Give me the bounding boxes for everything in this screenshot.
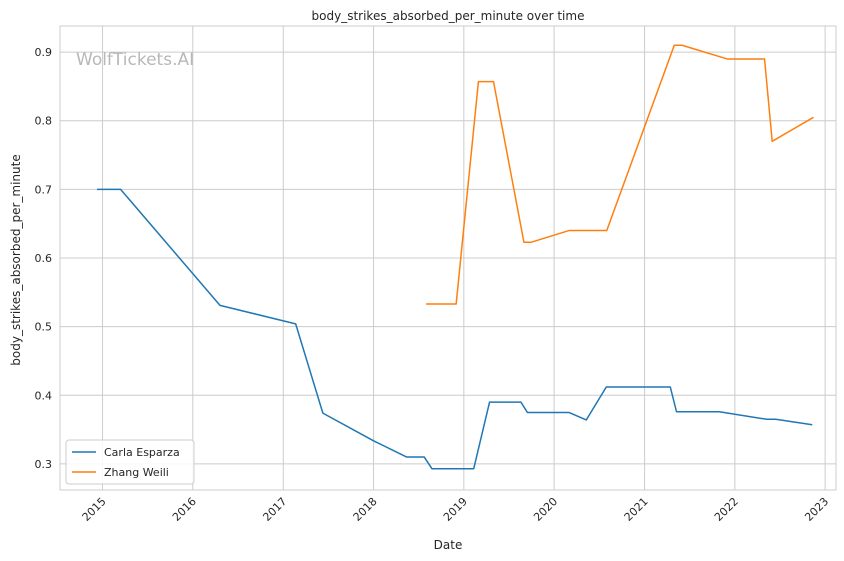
chart-title: body_strikes_absorbed_per_minute over ti… <box>312 9 585 23</box>
y-tick-label: 0.6 <box>35 252 53 265</box>
legend: Carla Esparza Zhang Weili <box>65 439 195 485</box>
y-axis-title: body_strikes_absorbed_per_minute <box>9 154 23 365</box>
y-tick-label: 0.3 <box>35 458 53 471</box>
legend-box <box>65 439 195 485</box>
plot-area-frame <box>59 25 837 491</box>
watermark: WolfTickets.AI <box>76 50 194 70</box>
series-line-zhang-weili <box>425 44 814 305</box>
x-axis-title: Date <box>434 538 463 552</box>
series-lines <box>97 44 814 470</box>
y-tick-label: 0.5 <box>35 321 53 334</box>
legend-label-zhang-weili: Zhang Weili <box>104 466 169 479</box>
legend-label-carla-esparza: Carla Esparza <box>104 446 180 459</box>
y-tick-label: 0.8 <box>35 115 53 128</box>
y-tick-label: 0.4 <box>35 389 53 402</box>
gridlines <box>60 26 836 490</box>
y-tick-label: 0.7 <box>35 183 53 196</box>
series-line-carla-esparza <box>97 188 813 470</box>
y-tick-label: 0.9 <box>35 46 53 59</box>
